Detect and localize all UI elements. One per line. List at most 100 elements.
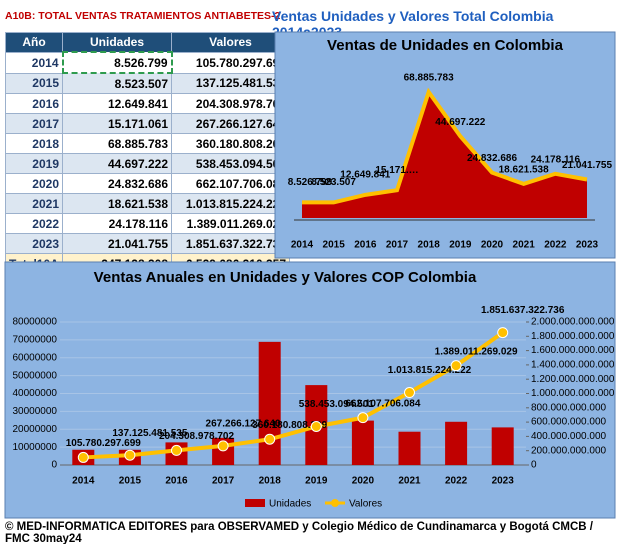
bar xyxy=(398,431,421,465)
y-tick-label: 50000000 xyxy=(13,370,58,381)
table-row: 2022 24.178.116 1.389.011.269.029 xyxy=(5,213,290,234)
point xyxy=(171,444,182,456)
table-cell: 2023 xyxy=(5,233,63,254)
data-label: 662.107.706.084 xyxy=(345,398,421,409)
chart-title: Ventas de Unidades en Colombia xyxy=(327,37,564,54)
x-tick-label: 2019 xyxy=(305,476,328,487)
bar xyxy=(491,427,514,465)
data-label: 68.885.783 xyxy=(404,73,454,84)
table-cell: 1.389.011.269.029 xyxy=(171,213,290,234)
table-cell: 24.832.686 xyxy=(62,173,172,194)
y2-tick-label: 800.000.000.000 xyxy=(531,402,607,413)
y-tick-label: 40000000 xyxy=(13,388,58,399)
footer: © MED-INFORMATICA EDITORES para OBSERVAM… xyxy=(5,521,594,544)
table-cell: 137.125.481.535 xyxy=(171,72,290,94)
table-cell: 12.649.841 xyxy=(62,93,172,114)
legend-label: Unidades xyxy=(269,499,311,510)
data-label: 137.125.481.535 xyxy=(112,428,188,439)
point xyxy=(77,451,89,463)
x-tick-label: 2021 xyxy=(398,476,421,487)
data-label: 18.621.538 xyxy=(499,165,549,176)
data-label: 267.266.127.640 xyxy=(206,419,282,430)
x-tick-label: 2023 xyxy=(576,240,599,251)
point xyxy=(404,387,415,399)
table-row: 2017 15.171.061 267.266.127.640 xyxy=(5,113,290,134)
table-cell: 8.526.799 xyxy=(61,51,173,74)
table-cell: 2016 xyxy=(5,93,63,114)
y2-tick-label: 0 xyxy=(531,460,537,471)
point xyxy=(264,433,276,445)
legend-label: Valores xyxy=(349,499,382,510)
data-label: 15.171.… xyxy=(375,165,418,176)
table-cell: 2020 xyxy=(5,173,63,194)
table-cell: 1.851.637.322.736 xyxy=(171,233,290,254)
point xyxy=(497,327,509,339)
table-cell: 105.780.297.699 xyxy=(171,51,290,74)
data-table: Año Unidades Valores 2014 8.526.799 105.780.2… xyxy=(5,32,290,274)
table-row: 2018 68.885.783 360.180.808.209 xyxy=(5,133,290,154)
point xyxy=(124,449,136,461)
y2-tick-label: 2.000.000.000.000 xyxy=(531,317,615,328)
table-cell: 68.885.783 xyxy=(62,133,172,154)
line xyxy=(301,87,588,205)
y-tick-label: 0 xyxy=(51,460,57,471)
table-cell: 2017 xyxy=(5,113,63,134)
x-tick-label: 2020 xyxy=(352,476,375,487)
point xyxy=(310,421,322,433)
legend-swatch xyxy=(245,499,265,507)
x-tick-label: 2015 xyxy=(323,240,346,251)
data-label: 24.832.686 xyxy=(467,153,517,164)
table-cell: 662.107.706.084 xyxy=(171,173,290,194)
table-row: 2023 21.041.755 1.851.637.322.736 xyxy=(5,233,290,254)
column-header: Año xyxy=(5,32,63,53)
data-label: 1.389.011.269.029 xyxy=(435,346,518,357)
table-cell: 360.180.808.209 xyxy=(171,133,290,154)
data-label: 538.453.094.501 xyxy=(299,399,375,410)
data-label: 12.649.841 xyxy=(340,170,390,181)
y-tick-label: 20000000 xyxy=(13,424,58,435)
x-tick-label: 2023 xyxy=(492,476,515,487)
line xyxy=(83,330,504,460)
x-tick-label: 2014 xyxy=(291,240,314,251)
x-tick-label: 2021 xyxy=(513,240,536,251)
point xyxy=(217,440,229,452)
y-tick-label: 80000000 xyxy=(13,317,58,328)
table-cell: 1.013.815.224.222 xyxy=(171,193,290,214)
data-label: 1.013.815.224.222 xyxy=(388,365,472,376)
x-tick-label: 2022 xyxy=(445,476,468,487)
y-tick-label: 60000000 xyxy=(13,352,58,363)
data-label: 360.180.808.209 xyxy=(252,420,328,431)
point xyxy=(357,412,369,424)
y-tick-label: 70000000 xyxy=(13,335,58,346)
data-label: 44.697.222 xyxy=(435,117,485,128)
y-tick-label: 30000000 xyxy=(13,406,58,417)
x-tick-label: 2017 xyxy=(212,476,235,487)
data-label: 8.523.507 xyxy=(311,177,356,188)
y2-tick-label: 1.600.000.000.000 xyxy=(531,345,615,356)
x-tick-label: 2014 xyxy=(72,476,95,487)
chart-title: Ventas Anuales en Unidades y Valores COP… xyxy=(94,269,477,286)
y2-tick-label: 1.400.000.000.000 xyxy=(531,360,615,371)
data-label: 105.780.297.699 xyxy=(66,438,142,449)
table-row: 2016 12.649.841 204.308.978.702 xyxy=(5,93,290,114)
x-tick-label: 2015 xyxy=(119,476,142,487)
table-title: A10B: TOTAL VENTAS TRATAMIENTOS ANTIABET… xyxy=(5,10,281,22)
data-label: 24.178.116 xyxy=(531,154,581,165)
x-tick-label: 2017 xyxy=(386,240,409,251)
table-cell: 204.308.978.702 xyxy=(171,93,290,114)
table-cell: 2021 xyxy=(5,193,63,214)
y2-tick-label: 1.800.000.000.000 xyxy=(531,331,615,342)
y2-tick-label: 1.000.000.000.000 xyxy=(531,388,615,399)
bar xyxy=(258,341,281,465)
charts: Ventas de Unidades en Colombia20148.526.… xyxy=(4,31,616,519)
y2-tick-label: 200.000.000.000 xyxy=(531,445,607,456)
bar xyxy=(351,420,374,465)
y2-tick-label: 1.200.000.000.000 xyxy=(531,374,615,385)
data-label: 8.526.799 xyxy=(288,177,333,188)
point xyxy=(450,360,462,372)
y-tick-label: 10000000 xyxy=(13,442,58,453)
data-label: 1.851.637.322.736 xyxy=(481,305,565,316)
table-row: 2014 8.526.799 105.780.297.699 xyxy=(5,51,290,74)
legend-marker xyxy=(331,499,339,507)
